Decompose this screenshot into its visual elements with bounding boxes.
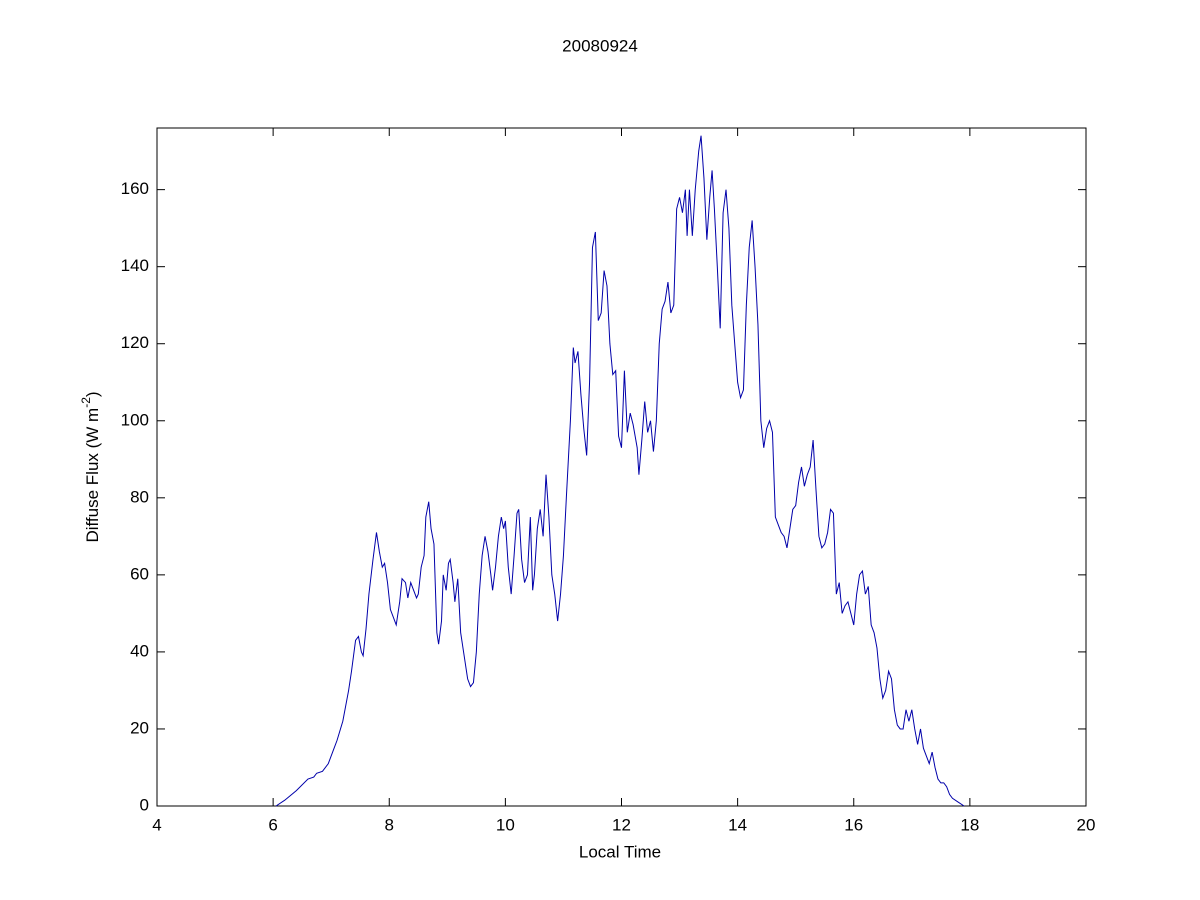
y-tick-label: 160 bbox=[121, 179, 149, 198]
data-line bbox=[275, 135, 965, 807]
x-tick-label: 14 bbox=[728, 815, 747, 834]
x-tick-label: 10 bbox=[496, 815, 515, 834]
plot-area bbox=[156, 127, 1087, 807]
x-tick-label: 4 bbox=[152, 815, 161, 834]
x-axis-label: Local Time bbox=[579, 842, 661, 861]
x-tick-label: 18 bbox=[960, 815, 979, 834]
y-tick-label: 100 bbox=[121, 410, 149, 429]
x-tick-label: 8 bbox=[385, 815, 394, 834]
y-axis-label-superscript: -2 bbox=[79, 397, 93, 408]
y-tick-label: 140 bbox=[121, 256, 149, 275]
y-tick-label: 120 bbox=[121, 333, 149, 352]
x-tick-label: 12 bbox=[612, 815, 631, 834]
y-tick-label: 60 bbox=[130, 564, 149, 583]
y-tick-label: 0 bbox=[140, 795, 149, 814]
chart-title: 20080924 bbox=[562, 36, 638, 55]
y-axis-label-end: ) bbox=[83, 391, 102, 397]
y-axis-label-main: Diffuse Flux (W m bbox=[83, 408, 102, 543]
y-tick-label: 40 bbox=[130, 641, 149, 660]
y-tick-label: 80 bbox=[130, 487, 149, 506]
y-axis-label: Diffuse Flux (W m-2) bbox=[79, 391, 102, 542]
x-tick-label: 20 bbox=[1077, 815, 1096, 834]
y-tick-label: 20 bbox=[130, 718, 149, 737]
x-tick-label: 6 bbox=[268, 815, 277, 834]
x-tick-label: 16 bbox=[844, 815, 863, 834]
